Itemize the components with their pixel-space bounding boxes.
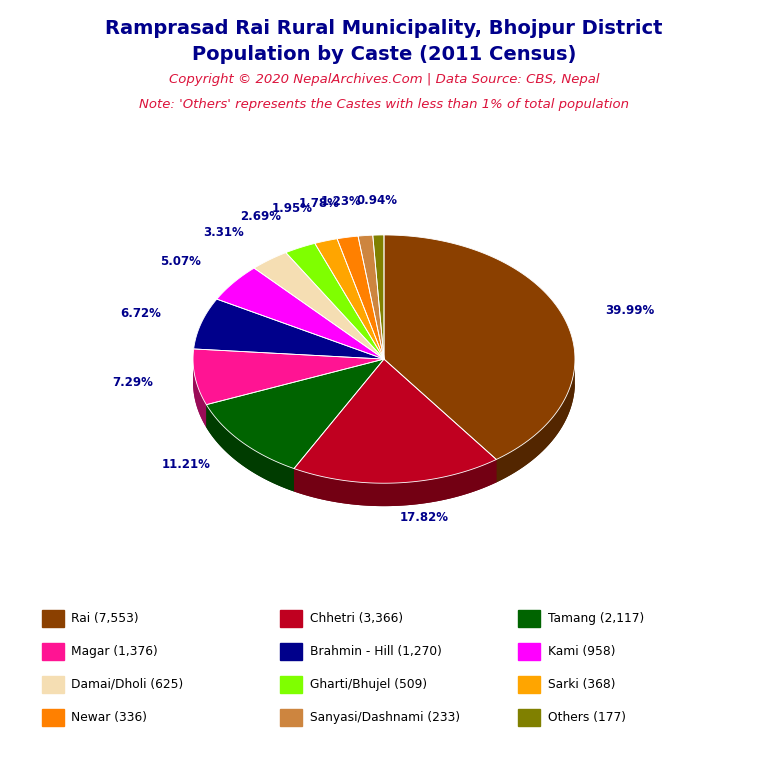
Polygon shape (337, 236, 384, 359)
Polygon shape (207, 382, 384, 492)
Text: Chhetri (3,366): Chhetri (3,366) (310, 612, 402, 624)
Polygon shape (372, 235, 384, 359)
Text: 5.07%: 5.07% (160, 255, 200, 268)
Text: Copyright © 2020 NepalArchives.Com | Data Source: CBS, Nepal: Copyright © 2020 NepalArchives.Com | Dat… (169, 73, 599, 86)
Text: Ramprasad Rai Rural Municipality, Bhojpur District: Ramprasad Rai Rural Municipality, Bhojpu… (105, 19, 663, 38)
Text: 39.99%: 39.99% (605, 303, 655, 316)
Text: 17.82%: 17.82% (400, 511, 449, 524)
Text: Sarki (368): Sarki (368) (548, 678, 615, 690)
Polygon shape (294, 359, 496, 483)
Text: Others (177): Others (177) (548, 711, 626, 723)
Polygon shape (207, 405, 294, 492)
Text: 1.78%: 1.78% (299, 197, 339, 210)
Text: Rai (7,553): Rai (7,553) (71, 612, 139, 624)
Text: Brahmin - Hill (1,270): Brahmin - Hill (1,270) (310, 645, 442, 657)
Polygon shape (207, 359, 384, 428)
Polygon shape (384, 235, 575, 459)
Polygon shape (294, 382, 496, 506)
Text: 1.23%: 1.23% (320, 195, 361, 208)
Polygon shape (207, 359, 384, 468)
Text: 11.21%: 11.21% (161, 458, 210, 471)
Text: 7.29%: 7.29% (113, 376, 154, 389)
Text: Magar (1,376): Magar (1,376) (71, 645, 158, 657)
Polygon shape (217, 268, 384, 359)
Polygon shape (315, 239, 384, 359)
Polygon shape (194, 299, 384, 359)
Text: Newar (336): Newar (336) (71, 711, 147, 723)
Polygon shape (358, 235, 384, 359)
Polygon shape (286, 243, 384, 359)
Polygon shape (496, 362, 575, 482)
Polygon shape (193, 349, 384, 405)
Polygon shape (294, 459, 496, 506)
Text: Tamang (2,117): Tamang (2,117) (548, 612, 644, 624)
Text: 0.94%: 0.94% (356, 194, 398, 207)
Polygon shape (384, 382, 575, 482)
Polygon shape (294, 359, 384, 492)
Text: 1.95%: 1.95% (272, 202, 313, 214)
Polygon shape (193, 359, 207, 428)
Text: 6.72%: 6.72% (120, 306, 161, 319)
Text: Sanyasi/Dashnami (233): Sanyasi/Dashnami (233) (310, 711, 459, 723)
Polygon shape (207, 359, 384, 428)
Text: Gharti/Bhujel (509): Gharti/Bhujel (509) (310, 678, 427, 690)
Text: Kami (958): Kami (958) (548, 645, 615, 657)
Text: 2.69%: 2.69% (240, 210, 282, 223)
Polygon shape (384, 359, 496, 482)
Text: Note: 'Others' represents the Castes with less than 1% of total population: Note: 'Others' represents the Castes wit… (139, 98, 629, 111)
Polygon shape (254, 253, 384, 359)
Text: 3.31%: 3.31% (204, 226, 244, 239)
Polygon shape (294, 359, 384, 492)
Text: Population by Caste (2011 Census): Population by Caste (2011 Census) (192, 45, 576, 64)
Polygon shape (384, 359, 496, 482)
Polygon shape (193, 382, 384, 428)
Text: Damai/Dholi (625): Damai/Dholi (625) (71, 678, 184, 690)
